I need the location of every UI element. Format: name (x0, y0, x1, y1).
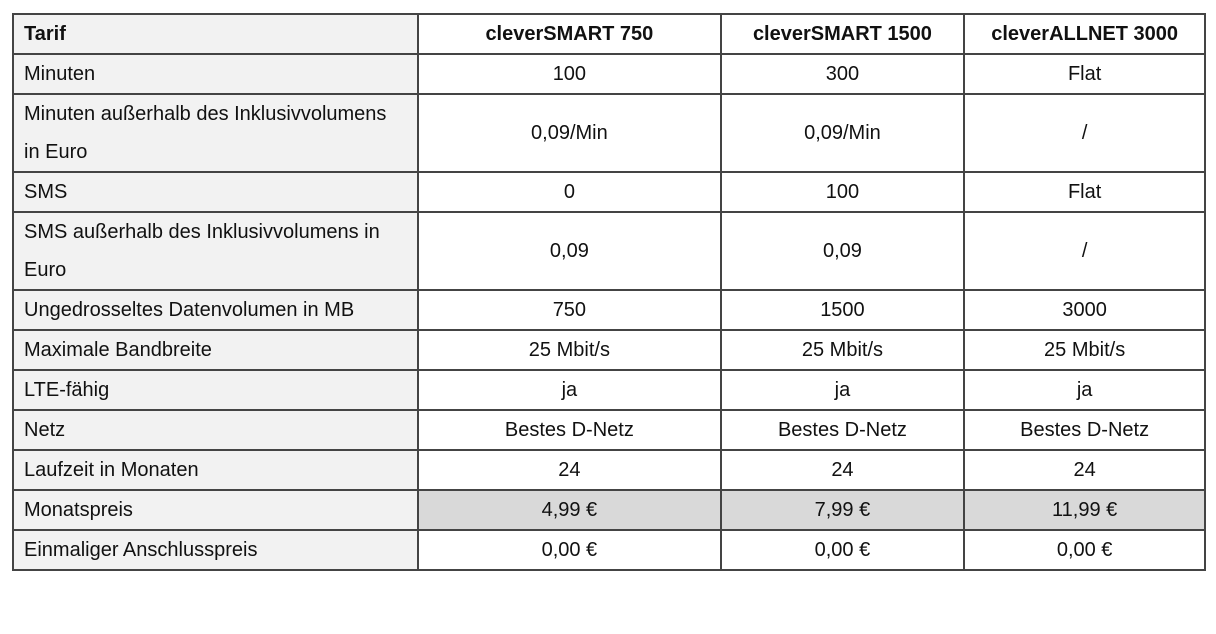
cell-value: Bestes D-Netz (719, 409, 966, 451)
cell-value: 4,99 € (417, 489, 722, 531)
row-label: Monatspreis (11, 489, 420, 531)
table-row: Minuten 100 300 Flat (11, 53, 1206, 95)
cell-value: 25 Mbit/s (417, 329, 722, 371)
cell-value: 0 (417, 171, 722, 213)
cell-value: 100 (417, 53, 722, 95)
row-label: Einmaliger Anschlusspreis (11, 529, 420, 571)
header-plan: cleverALLNET 3000 (963, 13, 1206, 55)
table-header-row: Tarif cleverSMART 750 cleverSMART 1500 c… (11, 13, 1206, 55)
cell-value: 0,09 (719, 211, 966, 291)
cell-value: ja (963, 369, 1206, 411)
row-label: Minuten außerhalb des Inklusivvolumens i… (11, 93, 420, 173)
cell-value: 100 (719, 171, 966, 213)
header-tarif: Tarif (11, 13, 420, 55)
cell-value: 24 (417, 449, 722, 491)
row-label: LTE-fähig (11, 369, 420, 411)
cell-value: ja (417, 369, 722, 411)
cell-value: 3000 (963, 289, 1206, 331)
table-row: Ungedrosseltes Datenvolumen in MB 750 1500… (11, 289, 1206, 331)
header-plan: cleverSMART 1500 (719, 13, 966, 55)
table-row: Laufzeit in Monaten 24 24 24 (11, 449, 1206, 491)
table-row: Maximale Bandbreite 25 Mbit/s 25 Mbit/s 25 … (11, 329, 1206, 371)
cell-value: 0,00 € (719, 529, 966, 571)
cell-value: 24 (719, 449, 966, 491)
cell-value: 1500 (719, 289, 966, 331)
cell-value: 0,09/Min (719, 93, 966, 173)
cell-value: 11,99 € (963, 489, 1206, 531)
cell-value: Bestes D-Netz (963, 409, 1206, 451)
cell-value: 750 (417, 289, 722, 331)
cell-value: Flat (963, 53, 1206, 95)
cell-value: 7,99 € (719, 489, 966, 531)
table-row: SMS außerhalb des Inklusivvolumens in Eu… (11, 211, 1206, 291)
cell-value: Flat (963, 171, 1206, 213)
table-row: Minuten außerhalb des Inklusivvolumens i… (11, 93, 1206, 173)
row-label: SMS (11, 171, 420, 213)
table-row: LTE-fähig ja ja ja (11, 369, 1206, 411)
table-row: Einmaliger Anschlusspreis 0,00 €0,00 €0,0… (11, 529, 1206, 571)
row-label: SMS außerhalb des Inklusivvolumens in Eu… (11, 211, 420, 291)
row-label: Laufzeit in Monaten (11, 449, 420, 491)
tariff-comparison-table: Tarif cleverSMART 750 cleverSMART 1500 c… (11, 13, 1206, 571)
table-row: Netz Bestes D-Netz Bestes D-Netz Bestes D-N… (11, 409, 1206, 451)
cell-value: 300 (719, 53, 966, 95)
header-plan: cleverSMART 750 (417, 13, 722, 55)
cell-value: 0,09 (417, 211, 722, 291)
cell-value: 25 Mbit/s (719, 329, 966, 371)
row-label: Maximale Bandbreite (11, 329, 420, 371)
cell-value: 0,00 € (417, 529, 722, 571)
cell-value: / (963, 93, 1206, 173)
row-label: Ungedrosseltes Datenvolumen in MB (11, 289, 420, 331)
table-row: Monatspreis 4,99 €7,99 €11,99 € (11, 489, 1206, 531)
cell-value: ja (719, 369, 966, 411)
row-label: Minuten (11, 53, 420, 95)
row-label: Netz (11, 409, 420, 451)
table-row: SMS 0 100 Flat (11, 171, 1206, 213)
cell-value: / (963, 211, 1206, 291)
cell-value: 24 (963, 449, 1206, 491)
cell-value: 0,09/Min (417, 93, 722, 173)
cell-value: 0,00 € (963, 529, 1206, 571)
cell-value: 25 Mbit/s (963, 329, 1206, 371)
cell-value: Bestes D-Netz (417, 409, 722, 451)
